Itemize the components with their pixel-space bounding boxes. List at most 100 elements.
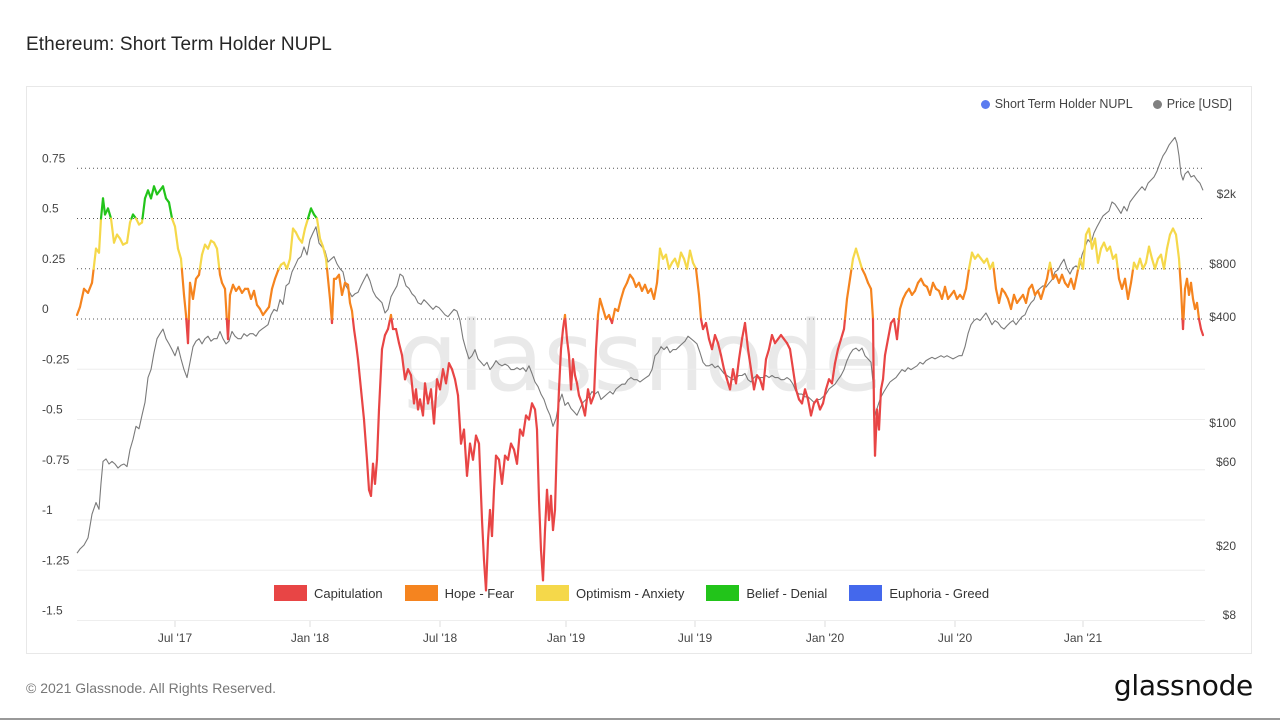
glassnode-logo[interactable]: glassnode <box>1113 669 1253 702</box>
nupl-segment <box>919 277 926 286</box>
nupl-segment <box>490 488 496 538</box>
nupl-segment <box>713 333 720 345</box>
nupl-segment <box>559 327 565 351</box>
nupl-segment <box>351 317 356 331</box>
nupl-segment <box>897 307 902 321</box>
nupl-segment <box>737 338 744 361</box>
price-line <box>76 136 1204 554</box>
y-left-tick-label: -0.75 <box>42 453 70 467</box>
nupl-segment <box>477 442 484 522</box>
nupl-segment <box>101 197 107 216</box>
swatch-icon <box>404 585 438 601</box>
zone-legend: Capitulation Hope - Fear Optimism - Anxi… <box>274 585 1011 601</box>
zone-label: Optimism - Anxiety <box>576 585 685 601</box>
legend-item-nupl[interactable]: Short Term Holder NUPL <box>980 97 1133 111</box>
nupl-segment <box>643 283 650 294</box>
nupl-segment <box>462 428 469 477</box>
zone-legend-euphoria-greed: Euphoria - Greed <box>849 585 989 601</box>
nupl-segment <box>571 358 577 377</box>
nupl-segment <box>592 348 598 397</box>
nupl-segment <box>836 338 843 351</box>
nupl-segment <box>447 362 454 371</box>
nupl-segment <box>509 442 516 451</box>
nupl-segment <box>565 338 571 357</box>
nupl-segment <box>806 398 813 417</box>
nupl-segment <box>530 402 537 411</box>
nupl-segment <box>506 442 513 461</box>
nupl-segment <box>78 287 86 309</box>
x-tick-label: Jan '19 <box>547 631 586 645</box>
nupl-segment <box>480 518 486 562</box>
nupl-segment <box>1162 247 1169 270</box>
nupl-segment <box>863 273 870 284</box>
nupl-segment <box>141 197 147 220</box>
nupl-segment <box>685 249 692 270</box>
nupl-segment <box>191 277 198 300</box>
nupl-segment <box>788 348 795 371</box>
nupl-segment <box>406 368 413 377</box>
nupl-segment <box>961 287 968 300</box>
nupl-segment <box>527 402 534 421</box>
nupl-segment <box>794 388 801 401</box>
nupl-segment <box>877 388 883 431</box>
nupl-segment <box>306 207 313 220</box>
nupl-segment <box>90 267 95 284</box>
nupl-segment <box>149 185 156 200</box>
nupl-segment <box>356 358 363 391</box>
nupl-segment <box>92 247 98 270</box>
nupl-segment <box>1123 277 1130 300</box>
swatch-icon <box>274 585 307 601</box>
nupl-segment <box>655 267 660 284</box>
nupl-segment <box>879 378 885 391</box>
nupl-segment <box>589 394 596 405</box>
nupl-segment <box>943 285 950 300</box>
nupl-segment <box>843 297 849 321</box>
legend-item-price[interactable]: Price [USD] <box>1152 97 1232 111</box>
nupl-segment <box>161 185 168 200</box>
zone-legend-capitulation: Capitulation <box>274 585 383 601</box>
nupl-segment <box>215 247 221 270</box>
nupl-segment <box>854 247 861 260</box>
nupl-segment <box>652 281 659 300</box>
nupl-segment <box>403 368 410 381</box>
nupl-segment <box>397 342 404 357</box>
nupl-segment <box>1060 273 1067 284</box>
swatch-icon <box>536 585 570 601</box>
nupl-segment <box>691 261 698 270</box>
nupl-segment <box>288 227 295 260</box>
nupl-segment <box>1181 317 1185 331</box>
nupl-segment <box>1045 267 1050 280</box>
x-tick-label: Jan '20 <box>806 631 845 645</box>
nupl-segment <box>318 237 325 248</box>
nupl-segment <box>622 281 629 290</box>
nupl-segment <box>1003 291 1010 300</box>
y-right-tick-label: $2k <box>1217 187 1237 201</box>
nupl-segment <box>594 317 599 351</box>
nupl-segment <box>839 327 846 341</box>
nupl-segment <box>577 394 584 405</box>
nupl-segment <box>187 281 192 321</box>
swatch-icon <box>706 585 740 601</box>
nupl-segment <box>824 378 831 391</box>
nupl-segment <box>324 257 329 270</box>
nupl-segment <box>438 368 445 391</box>
nupl-segment <box>664 253 671 270</box>
nupl-segment <box>992 267 998 290</box>
x-tick-label: Jul '17 <box>158 631 193 645</box>
nupl-segment <box>377 348 384 411</box>
nupl-segment <box>537 498 543 552</box>
nupl-segment <box>551 508 557 532</box>
nupl-segment <box>657 247 662 270</box>
nupl-segment <box>1114 253 1119 270</box>
nupl-segment <box>555 388 561 441</box>
nupl-segment <box>252 289 259 307</box>
nupl-segment <box>321 245 328 260</box>
nupl-segment <box>86 281 94 294</box>
nupl-segment <box>409 374 416 405</box>
nupl-segment <box>860 267 867 276</box>
nupl-segment <box>1129 267 1135 284</box>
nupl-segment <box>112 233 119 244</box>
nupl-segment <box>325 267 330 280</box>
nupl-segment <box>871 317 876 411</box>
nupl-segment <box>1012 293 1019 305</box>
